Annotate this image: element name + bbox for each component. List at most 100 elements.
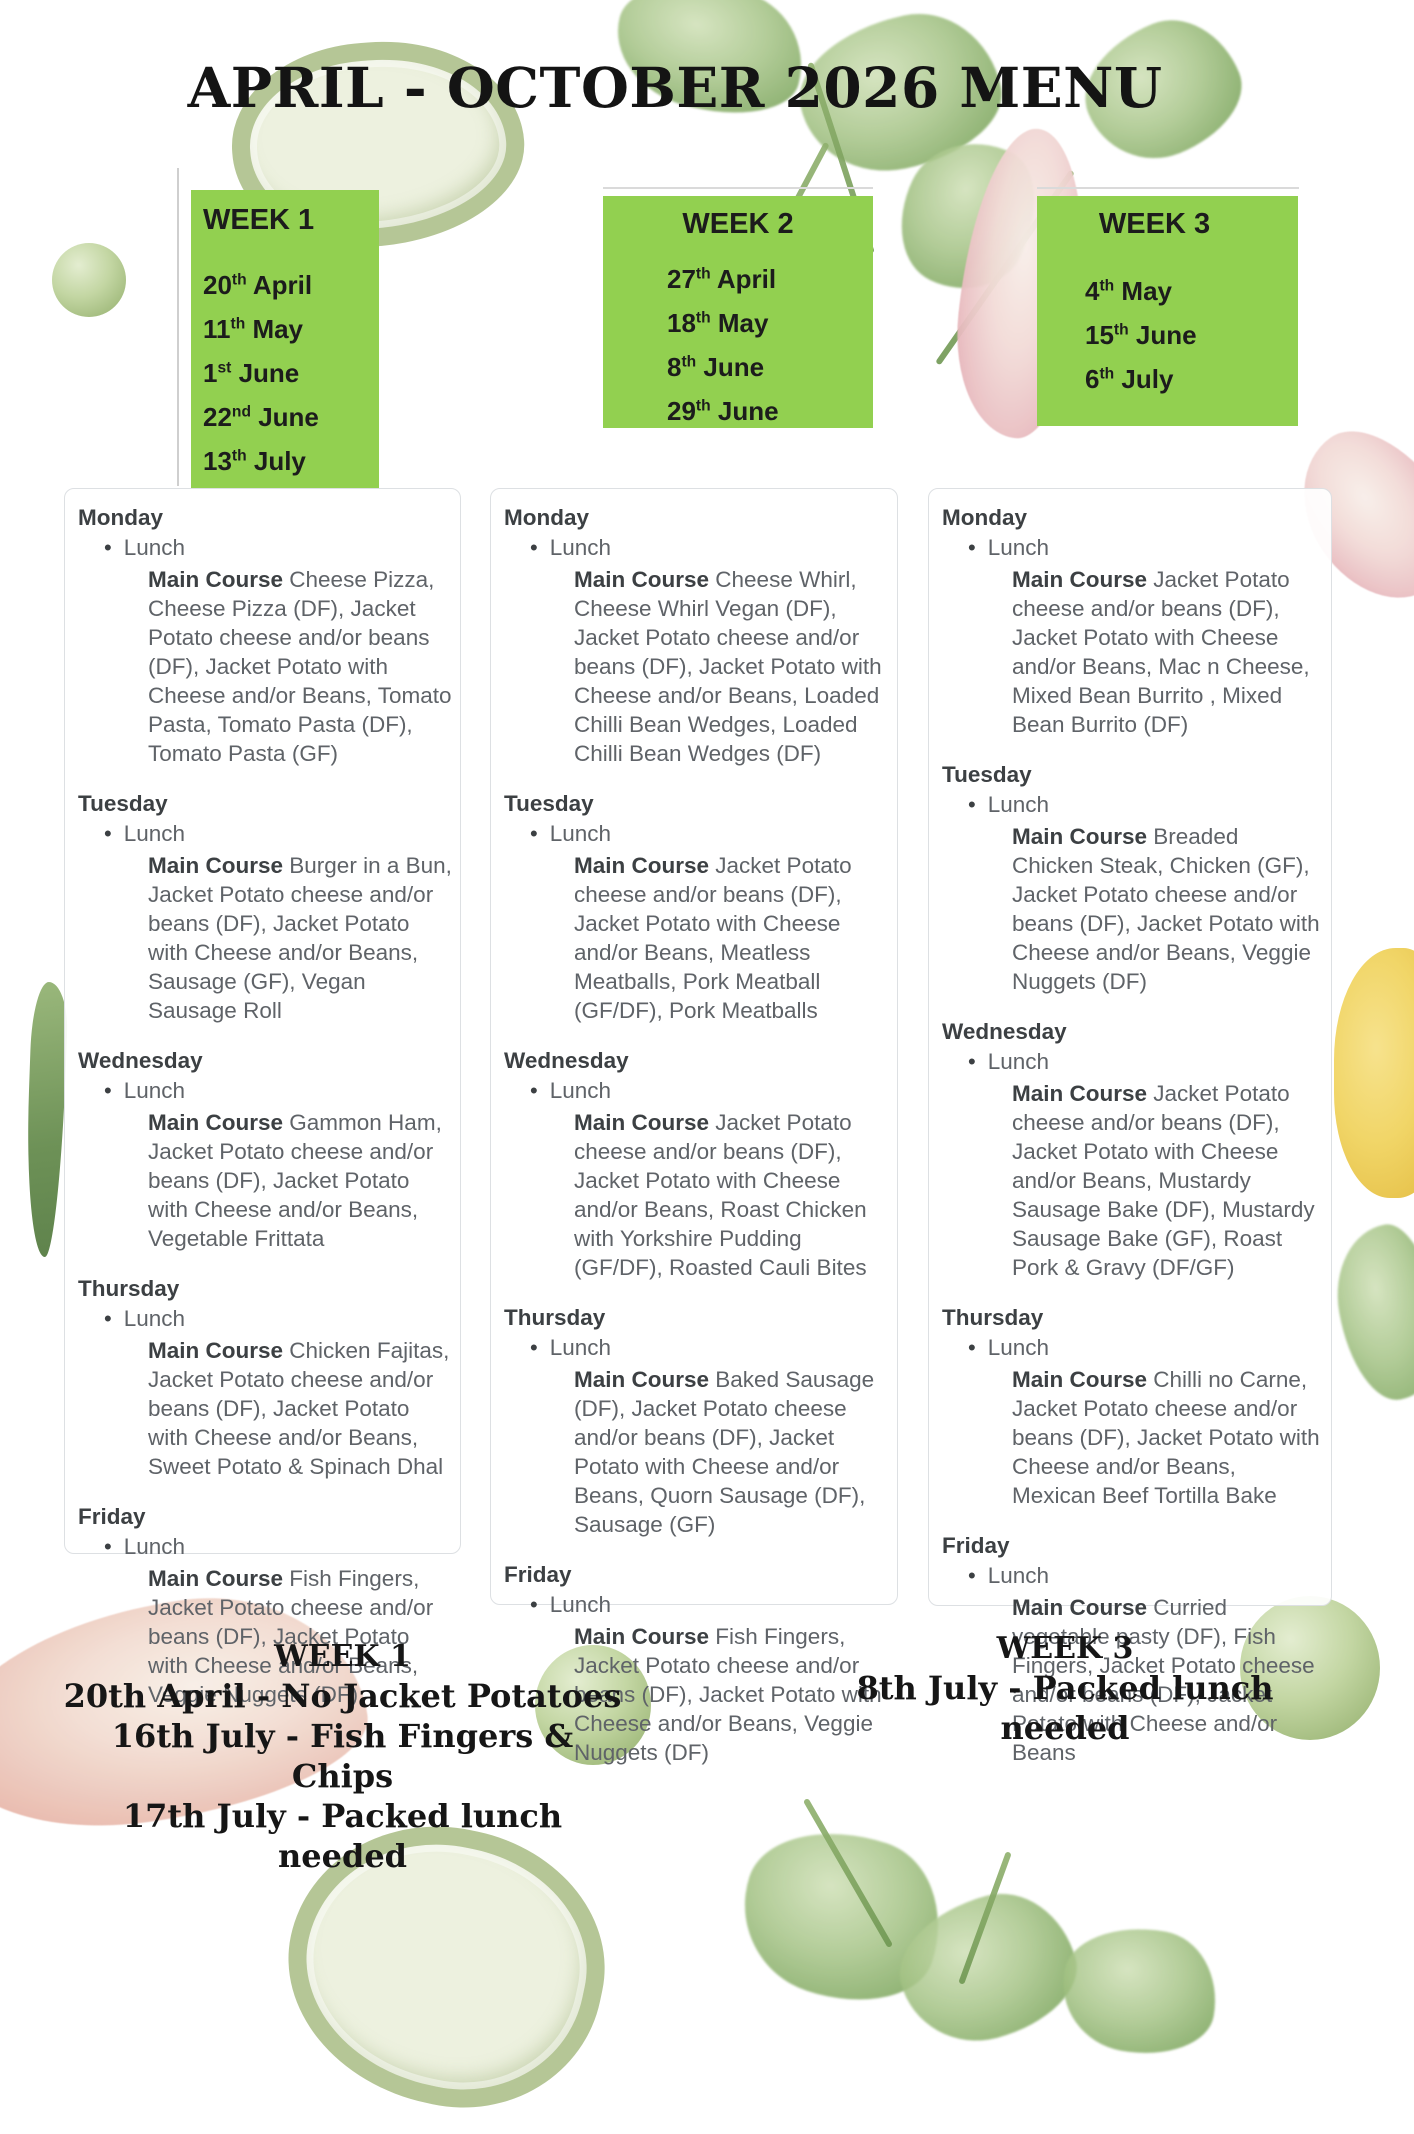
footnote-line: 16th July - Fish Fingers & Chips — [111, 1717, 574, 1795]
bullet-icon: • — [968, 1049, 976, 1074]
menu-day-section: Friday • Lunch Main Course Fish Fingers, Ja… — [78, 1503, 452, 1709]
course-label: Main Course — [148, 1110, 284, 1135]
week-date: 13th July — [203, 446, 306, 476]
bullet-icon: • — [968, 792, 976, 817]
footnote-line: 17th July - Packed lunch needed — [122, 1797, 563, 1875]
footnote-heading: WEEK 3 — [996, 1631, 1134, 1666]
course-items: Chilli no Carne, Jacket Potato cheese an… — [1012, 1367, 1320, 1508]
day-heading: Monday — [78, 505, 164, 530]
main-course-text: Main Course Breaded Chicken Steak, Chick… — [1012, 822, 1323, 996]
week-box: WEEK 3 4th May 15th June 6th July — [1037, 196, 1298, 426]
week-box: WEEK 1 20th April 11th May 1st June 22nd Ju… — [191, 190, 379, 488]
course-items: Jacket Potato cheese and/or beans (DF), … — [1012, 567, 1310, 737]
menu-week-panel: Monday • Lunch Main Course Jacket Potato ch… — [928, 488, 1332, 1765]
menu-day-section: Tuesday • Lunch Main Course Burger in a Bun… — [78, 790, 452, 1025]
week-date: 6th July — [1085, 364, 1174, 394]
green-leaf-illustration — [1325, 1217, 1414, 1408]
week-box-dates: 4th May 15th June 6th July — [1037, 269, 1298, 401]
bullet-icon: • — [530, 1078, 538, 1103]
menu-day-section: Monday • Lunch Main Course Cheese Pizza, Ch… — [78, 504, 452, 768]
course-label: Main Course — [1012, 1595, 1148, 1620]
meal-row: • Lunch — [968, 1048, 1323, 1076]
meal-row: • Lunch — [530, 1077, 889, 1105]
meal-row: • Lunch — [104, 1077, 452, 1105]
meal-label: Lunch — [123, 821, 186, 846]
day-heading: Monday — [504, 505, 590, 530]
day-heading: Monday — [942, 505, 1028, 530]
pea-illustration — [535, 1645, 651, 1765]
menu-day-section: Wednesday • Lunch Main Course Gammon Ham, J… — [78, 1047, 452, 1253]
footnote-line: 8th July - Packed lunch needed — [856, 1669, 1274, 1747]
course-label: Main Course — [1012, 1081, 1148, 1106]
meal-label: Lunch — [549, 535, 612, 560]
divider-line — [603, 187, 873, 189]
main-course-text: Main Course Cheese Whirl, Cheese Whirl V… — [574, 565, 889, 768]
day-heading: Thursday — [942, 1305, 1044, 1330]
course-label: Main Course — [148, 1338, 284, 1363]
parsley-leaf-illustration — [1052, 1915, 1227, 2066]
menu-day-section: Wednesday • Lunch Main Course Jacket Potato… — [942, 1018, 1323, 1282]
main-course-text: Main Course Chilli no Carne, Jacket Pota… — [1012, 1365, 1323, 1510]
meal-label: Lunch — [549, 1592, 612, 1617]
day-heading: Wednesday — [504, 1048, 629, 1073]
course-label: Main Course — [148, 1566, 284, 1591]
meal-label: Lunch — [987, 1049, 1050, 1074]
lemon-illustration — [1334, 948, 1414, 1198]
menu-day-section: Friday • Lunch Main Course Fish Fingers, Ja… — [504, 1561, 889, 1767]
course-items: Gammon Ham, Jacket Potato cheese and/or … — [148, 1110, 442, 1251]
week-box-dates: 20th April 11th May 1st June 22nd June 13th … — [203, 263, 379, 483]
meal-row: • Lunch — [968, 1562, 1323, 1590]
day-heading: Friday — [78, 1504, 146, 1529]
meal-row: • Lunch — [968, 791, 1323, 819]
course-items: Curried vegetable pasty (DF), Fish Finge… — [1012, 1595, 1315, 1765]
day-heading: Wednesday — [78, 1048, 203, 1073]
bullet-icon: • — [104, 821, 112, 846]
week-date: 22nd June — [203, 402, 319, 432]
course-label: Main Course — [1012, 567, 1148, 592]
green-leaf-illustration — [23, 981, 69, 1258]
menu-day-section: Monday • Lunch Main Course Cheese Whirl, Ch… — [504, 504, 889, 768]
meal-row: • Lunch — [968, 1334, 1323, 1362]
pea-illustration — [1240, 1596, 1380, 1740]
meal-label: Lunch — [987, 792, 1050, 817]
meal-row: • Lunch — [530, 1334, 889, 1362]
meal-label: Lunch — [123, 1078, 186, 1103]
meal-row: • Lunch — [530, 1591, 889, 1619]
bullet-icon: • — [530, 1335, 538, 1360]
menu-day-section: Monday • Lunch Main Course Jacket Potato ch… — [942, 504, 1323, 739]
course-label: Main Course — [574, 1367, 710, 1392]
course-items: Fish Fingers, Jacket Potato cheese and/o… — [148, 1566, 434, 1707]
footnote-line: 20th April - No Jacket Potatoes — [63, 1677, 622, 1715]
footnote-week1: WEEK 1 20th April - No Jacket Potatoes 16… — [60, 1638, 625, 1876]
meal-row: • Lunch — [968, 534, 1323, 562]
course-items: Cheese Whirl, Cheese Whirl Vegan (DF), J… — [574, 567, 882, 766]
course-items: Jacket Potato cheese and/or beans (DF), … — [1012, 1081, 1315, 1280]
menu-day-section: Tuesday • Lunch Main Course Jacket Potato c… — [504, 790, 889, 1025]
day-heading: Thursday — [78, 1276, 180, 1301]
course-items: Burger in a Bun, Jacket Potato cheese an… — [148, 853, 452, 1023]
course-items: Chicken Fajitas, Jacket Potato cheese an… — [148, 1338, 450, 1479]
meal-row: • Lunch — [104, 1533, 452, 1561]
week-box-title: WEEK 2 — [682, 208, 794, 240]
course-label: Main Course — [574, 1624, 710, 1649]
course-items: Baked Sausage (DF), Jacket Potato cheese… — [574, 1367, 875, 1537]
day-heading: Tuesday — [78, 791, 168, 816]
week-date: 27th April — [667, 264, 777, 294]
bullet-icon: • — [968, 535, 976, 560]
menu-day-section: Thursday • Lunch Main Course Chicken Fajita… — [78, 1275, 452, 1481]
meal-row: • Lunch — [104, 820, 452, 848]
week-date: 20th April — [203, 270, 313, 300]
divider-line — [177, 168, 179, 486]
day-heading: Tuesday — [942, 762, 1032, 787]
footnote-lines: 8th July - Packed lunch needed — [830, 1668, 1300, 1748]
week-box-title: WEEK 3 — [1098, 208, 1211, 240]
bullet-icon: • — [968, 1335, 976, 1360]
bullet-icon: • — [104, 1078, 112, 1103]
meal-label: Lunch — [549, 1078, 612, 1103]
meal-label: Lunch — [549, 821, 612, 846]
main-course-text: Main Course Fish Fingers, Jacket Potato … — [574, 1622, 889, 1767]
week-box-dates: 27th April 18th May 8th June 29th June — [603, 257, 873, 433]
bullet-icon: • — [530, 821, 538, 846]
course-label: Main Course — [1012, 824, 1148, 849]
